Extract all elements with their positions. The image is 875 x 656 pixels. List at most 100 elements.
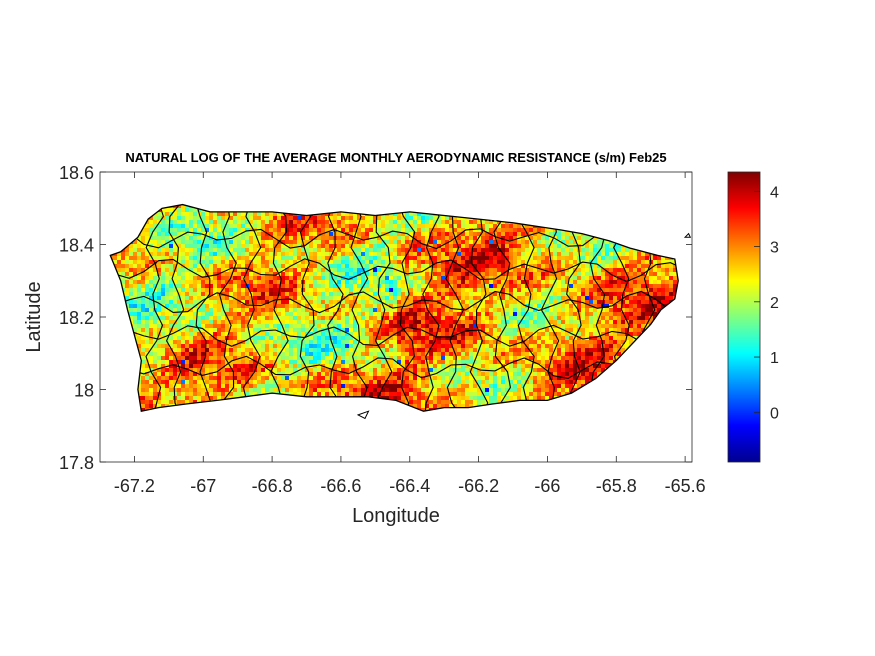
heat-cell	[577, 324, 582, 329]
heat-cell	[149, 312, 154, 317]
heat-cell	[189, 292, 194, 297]
heat-cell	[157, 292, 162, 297]
heat-cell	[533, 308, 538, 313]
heat-cell	[413, 228, 418, 233]
heat-cell	[237, 252, 242, 257]
heat-cell	[633, 296, 638, 301]
heat-cell	[473, 288, 478, 293]
heat-cell	[317, 300, 322, 305]
heat-cell	[213, 272, 218, 277]
heat-cell	[245, 288, 250, 293]
heat-cell	[201, 280, 206, 285]
heat-cell	[581, 324, 586, 329]
heat-cell	[485, 224, 490, 229]
heat-cell	[573, 284, 578, 289]
heat-cell	[289, 312, 294, 317]
heat-cell	[477, 316, 482, 321]
heat-cell	[637, 268, 642, 273]
heat-cell	[453, 272, 458, 277]
heat-cell	[429, 308, 434, 313]
heat-cell	[181, 292, 186, 297]
heat-cell	[173, 308, 178, 313]
heat-cell	[185, 248, 190, 253]
heat-cell	[461, 288, 466, 293]
heat-cell	[545, 268, 550, 273]
heat-cell	[157, 304, 162, 309]
heat-cell	[509, 224, 514, 229]
heat-cell	[217, 280, 222, 285]
heat-cell	[237, 284, 242, 289]
heat-cell	[485, 268, 490, 273]
heat-cell	[241, 264, 246, 269]
heat-cell	[321, 248, 326, 253]
heat-cell	[201, 312, 206, 317]
heat-cell	[489, 308, 494, 313]
heat-cell	[481, 252, 486, 257]
heat-cell	[361, 244, 366, 249]
heat-cell	[557, 236, 562, 241]
heat-cell	[165, 280, 170, 285]
heat-cell	[641, 320, 646, 325]
heat-cell	[529, 300, 534, 305]
heat-cell	[269, 308, 274, 313]
heat-cell	[257, 312, 262, 317]
heat-cell	[357, 288, 362, 293]
heat-cell	[521, 300, 526, 305]
heat-cell	[313, 312, 318, 317]
heat-cell	[225, 272, 230, 277]
heat-cell	[321, 240, 326, 245]
heat-cell	[385, 280, 390, 285]
heat-cell	[501, 260, 506, 265]
heat-cell	[597, 328, 602, 333]
heat-cell	[365, 216, 370, 221]
heat-cell	[265, 264, 270, 269]
heat-cell	[501, 228, 506, 233]
heat-cell	[381, 288, 386, 293]
heat-cell	[597, 300, 602, 305]
heat-cell	[365, 324, 370, 329]
heat-cell	[253, 320, 258, 325]
heat-cell	[201, 296, 206, 301]
heat-cell	[169, 208, 174, 213]
heat-cell	[553, 264, 558, 269]
heat-cell	[441, 276, 446, 281]
heat-cell	[525, 252, 530, 257]
heat-cell	[493, 288, 498, 293]
heat-cell	[401, 292, 406, 297]
heat-cell	[137, 312, 142, 317]
heat-cell	[365, 304, 370, 309]
heat-cell	[345, 260, 350, 265]
heat-cell	[489, 316, 494, 321]
heat-cell	[465, 324, 470, 329]
heat-cell	[645, 320, 650, 325]
heat-cell	[301, 216, 306, 221]
heat-cell	[465, 248, 470, 253]
heat-cell	[205, 264, 210, 269]
heat-cell	[433, 232, 438, 237]
heat-cell	[293, 232, 298, 237]
heat-cell	[281, 304, 286, 309]
heat-cell	[197, 288, 202, 293]
heat-cell	[309, 312, 314, 317]
heat-cell	[325, 212, 330, 217]
heat-cell	[457, 220, 462, 225]
heat-cell	[257, 252, 262, 257]
heat-cell	[329, 328, 334, 333]
heat-cell	[417, 280, 422, 285]
heat-cell	[317, 296, 322, 301]
heat-cell	[589, 280, 594, 285]
heat-cell	[449, 300, 454, 305]
heat-cell	[597, 312, 602, 317]
heat-cell	[585, 264, 590, 269]
heat-cell	[221, 300, 226, 305]
heat-cell	[577, 260, 582, 265]
heat-cell	[353, 216, 358, 221]
heat-cell	[213, 296, 218, 301]
heat-cell	[497, 288, 502, 293]
heat-cell	[653, 292, 658, 297]
heat-cell	[361, 288, 366, 293]
heat-cell	[469, 324, 474, 329]
heat-cell	[357, 232, 362, 237]
heat-cell	[173, 292, 178, 297]
heat-cell	[169, 256, 174, 261]
